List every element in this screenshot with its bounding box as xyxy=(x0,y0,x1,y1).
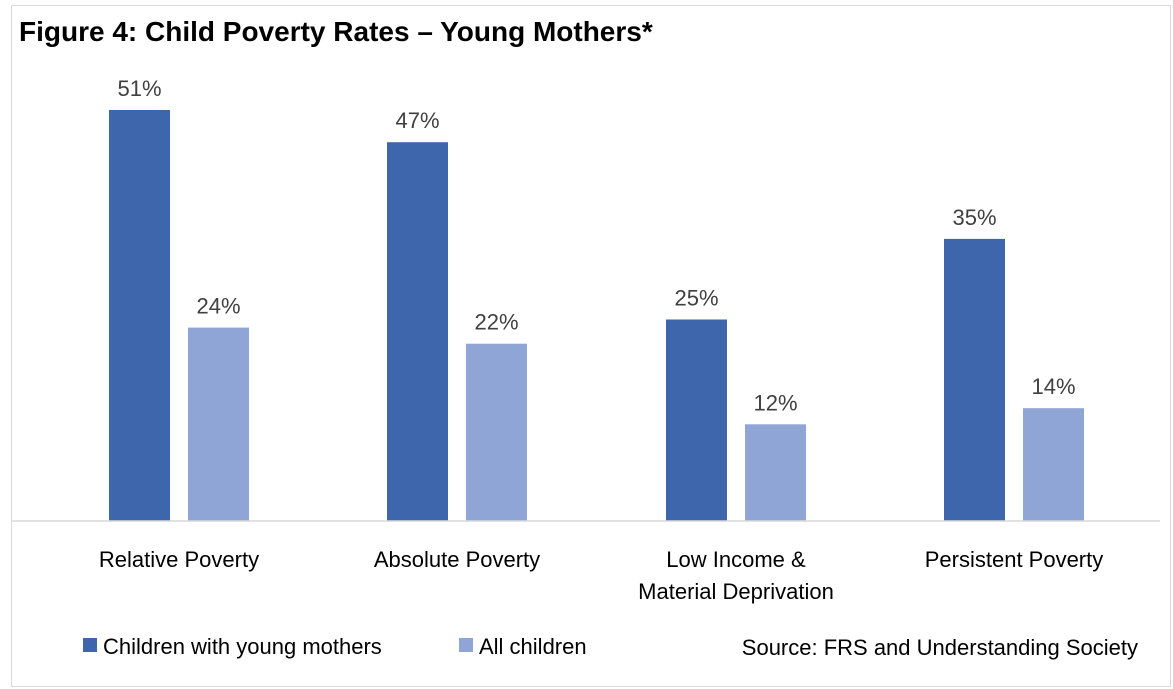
bar-young-mothers-1 xyxy=(387,142,448,521)
bar-all-children-1 xyxy=(466,343,527,521)
data-label: 22% xyxy=(474,310,518,335)
bars-group xyxy=(109,110,1084,521)
bar-young-mothers-0 xyxy=(109,110,170,521)
data-label: 14% xyxy=(1031,374,1075,399)
data-label: 47% xyxy=(395,108,439,133)
data-labels-group: 51% 47% 25% 35% 24% 22% 12% 14% xyxy=(117,76,1075,415)
data-label: 35% xyxy=(952,205,996,230)
legend-swatch xyxy=(459,638,473,652)
legend: Children with young mothers All children xyxy=(83,634,587,659)
data-label: 12% xyxy=(753,390,797,415)
chart-title: Figure 4: Child Poverty Rates – Young Mo… xyxy=(19,16,653,47)
bar-young-mothers-3 xyxy=(944,238,1005,521)
legend-swatch xyxy=(83,638,97,652)
bar-all-children-0 xyxy=(188,327,249,521)
legend-label: All children xyxy=(479,634,587,659)
category-label: Persistent Poverty xyxy=(925,547,1104,572)
legend-label: Children with young mothers xyxy=(103,634,382,659)
category-label: Absolute Poverty xyxy=(374,547,540,572)
category-label: Relative Poverty xyxy=(99,547,259,572)
category-label: Low Income & Material Deprivation xyxy=(638,547,834,604)
chart-frame xyxy=(11,5,1171,687)
data-label: 51% xyxy=(117,76,161,101)
data-label: 25% xyxy=(674,286,718,311)
bar-all-children-3 xyxy=(1023,408,1084,521)
source-note: Source: FRS and Understanding Society xyxy=(742,635,1138,660)
bar-young-mothers-2 xyxy=(666,319,727,521)
category-labels-group: Relative Poverty Absolute Poverty Low Inco… xyxy=(99,547,1103,604)
bar-all-children-2 xyxy=(745,424,806,521)
data-label: 24% xyxy=(196,294,240,319)
